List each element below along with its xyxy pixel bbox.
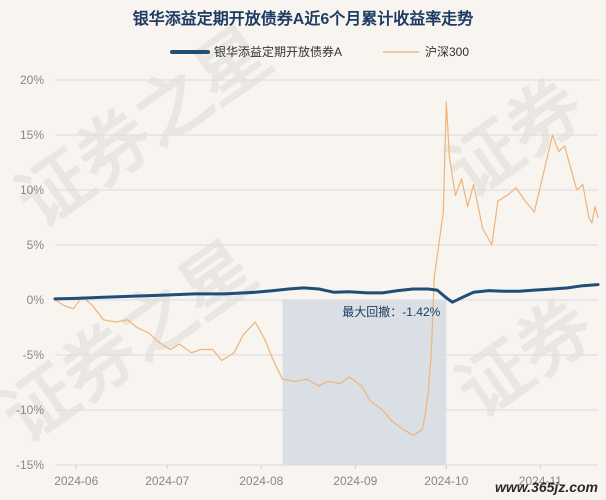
legend-label-fund: 银华添益定期开放债券A xyxy=(214,44,342,59)
x-tick-label: 2024-11 xyxy=(519,474,562,488)
y-tick-label: -15% xyxy=(16,458,44,472)
y-tick-label: 0% xyxy=(27,293,45,307)
x-tick-label: 2024-10 xyxy=(424,474,468,488)
y-tick-label: -5% xyxy=(23,348,45,362)
x-tick-label: 2024-06 xyxy=(54,474,98,488)
y-tick-label: 10% xyxy=(20,183,44,197)
series-lines xyxy=(53,101,600,436)
x-tick-label: 2024-07 xyxy=(145,474,189,488)
y-tick-label: 5% xyxy=(27,238,45,252)
site-tag: www.365jz.com xyxy=(495,479,598,495)
y-axis-ticks: -15% -10% -5% 0% 5% 10% 15% 20% xyxy=(16,73,44,472)
drawdown-region-layer xyxy=(282,300,447,465)
series-line-index xyxy=(54,101,599,436)
max-drawdown-region xyxy=(282,300,447,465)
grid-lines xyxy=(55,79,598,466)
legend-label-index: 沪深300 xyxy=(425,45,469,59)
y-tick-label: 15% xyxy=(20,128,44,142)
legend: 银华添益定期开放债券A 沪深300 xyxy=(170,44,469,59)
x-axis-ticks: 2024-06 2024-07 2024-08 2024-09 2024-10 2024-… xyxy=(54,465,562,488)
chart-title: 银华添益定期开放债券A近6个月累计收益率走势 xyxy=(133,9,473,28)
x-tick-label: 2024-08 xyxy=(239,474,283,488)
y-tick-label: -10% xyxy=(16,403,44,417)
y-tick-label: 20% xyxy=(20,73,44,87)
max-drawdown-label: 最大回撤：-1.42% xyxy=(342,304,440,319)
series-line-fund xyxy=(53,283,600,304)
x-tick-label: 2024-09 xyxy=(333,474,377,488)
